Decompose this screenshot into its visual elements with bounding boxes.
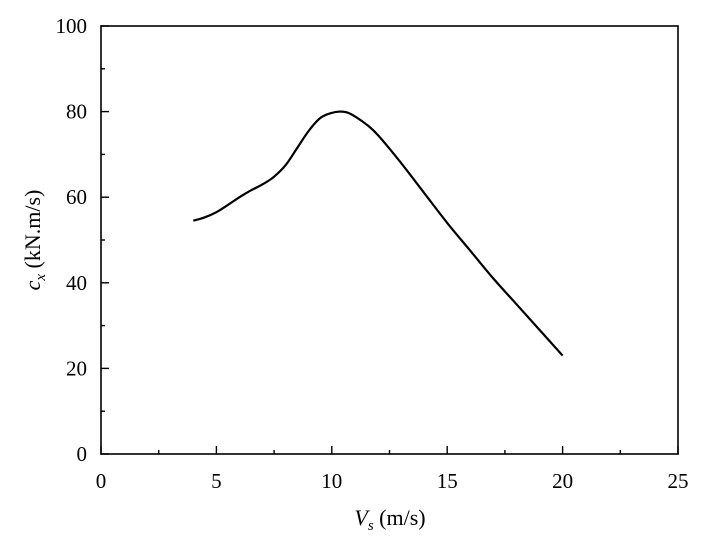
y-axis-subscript: x [33,274,49,282]
y-axis-title: cx (kN.m/s) [20,190,49,291]
x-tick-label: 10 [321,469,342,493]
x-tick-label: 25 [668,469,689,493]
x-axis-unit: (m/s) [374,505,426,530]
x-tick-label: 20 [552,469,573,493]
y-axis-unit: (kN.m/s) [20,190,45,274]
x-tick-label: 15 [437,469,458,493]
axis-ticks [100,25,679,455]
y-tick-label: 20 [66,356,87,380]
x-tick-label: 0 [96,469,107,493]
axis-tick-labels: 0 5 10 15 20 25 0 20 40 60 80 100 [56,14,689,493]
y-tick-label: 0 [77,442,88,466]
x-axis-symbol: V [354,505,370,530]
x-axis-title: Vs (m/s) [354,505,425,534]
series-line [193,110,564,357]
y-tick-label: 60 [66,185,87,209]
y-tick-label: 100 [56,14,88,38]
series-layer [193,110,564,357]
y-tick-label: 80 [66,100,87,124]
y-axis-symbol: c [20,280,45,290]
x-tick-label: 5 [211,469,222,493]
x-axis-subscript: s [368,518,374,534]
plot-frame [100,25,679,455]
y-tick-label: 40 [66,271,87,295]
